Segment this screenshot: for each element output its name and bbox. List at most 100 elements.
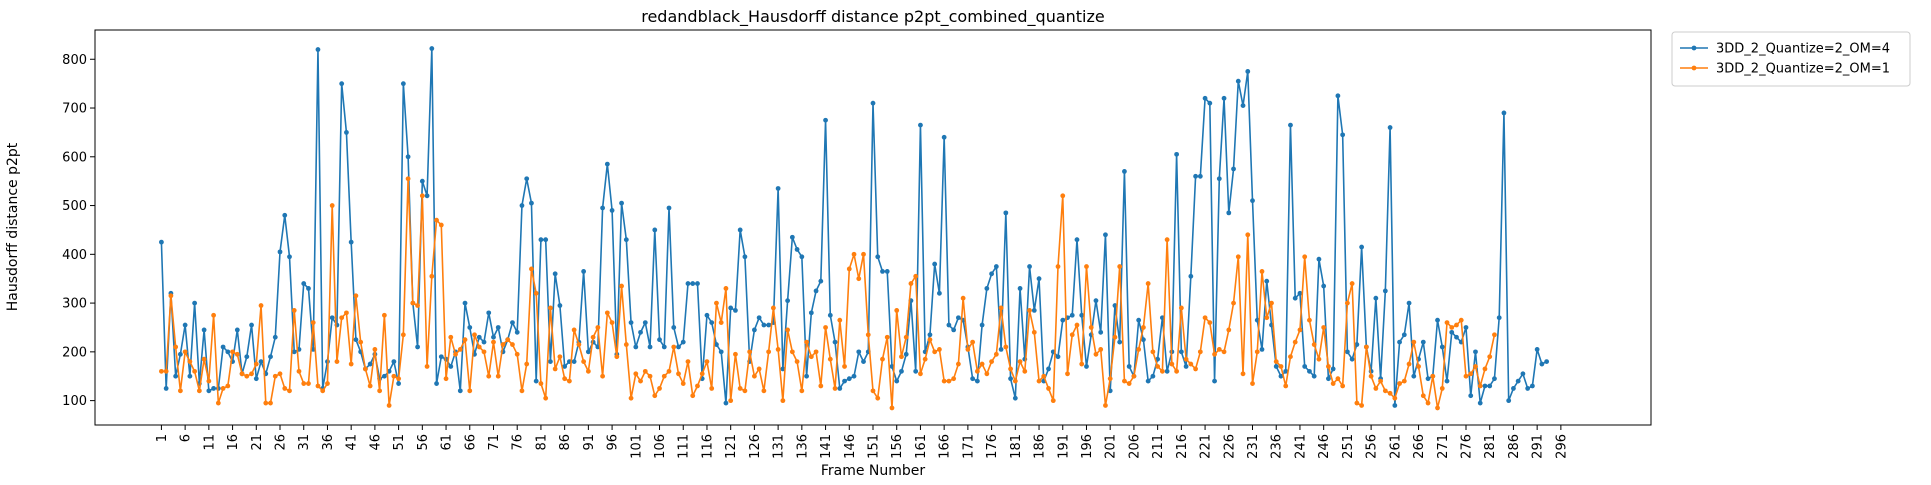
data-point: [737, 386, 743, 391]
data-point: [201, 356, 207, 362]
data-point: [320, 388, 326, 394]
data-point: [1326, 376, 1331, 382]
data-point: [1458, 317, 1464, 323]
data-point: [1378, 378, 1383, 384]
data-point: [1520, 371, 1526, 377]
data-point: [1492, 376, 1497, 382]
data-point: [543, 237, 549, 243]
data-point: [657, 386, 662, 391]
data-point: [642, 320, 648, 325]
data-point: [718, 349, 724, 355]
data-point: [974, 368, 980, 374]
data-point: [192, 368, 198, 374]
data-point: [832, 339, 838, 345]
data-point: [1131, 373, 1137, 379]
data-point: [633, 344, 639, 350]
y-tick-label: 300: [62, 297, 87, 312]
data-point: [1069, 312, 1075, 318]
data-point: [1093, 298, 1099, 304]
data-point: [548, 359, 553, 364]
data-point: [1017, 359, 1023, 364]
data-point: [1259, 268, 1265, 274]
data-point: [448, 364, 454, 369]
x-tick-label: 291: [1531, 434, 1546, 459]
data-point: [377, 388, 383, 394]
x-tick-label: 116: [700, 434, 715, 459]
data-point: [1264, 278, 1270, 284]
data-point: [1326, 364, 1331, 369]
data-point: [268, 400, 273, 406]
data-point: [1231, 166, 1236, 172]
data-point: [846, 266, 852, 272]
data-point: [1027, 264, 1032, 269]
data-point: [1273, 359, 1279, 364]
x-tick-label: 236: [1270, 434, 1285, 459]
data-point: [381, 312, 387, 318]
data-point: [1183, 364, 1189, 369]
data-point: [761, 388, 767, 394]
data-point: [951, 376, 957, 382]
data-point: [1506, 398, 1512, 404]
data-point: [1283, 368, 1289, 374]
data-point: [211, 386, 217, 391]
data-point: [163, 368, 169, 374]
data-point: [225, 349, 231, 355]
data-point: [1164, 237, 1170, 243]
data-point: [932, 349, 938, 355]
data-point: [538, 381, 544, 386]
data-point: [1269, 300, 1274, 306]
data-point: [970, 339, 976, 345]
data-point: [1449, 329, 1455, 335]
data-point: [400, 81, 406, 87]
data-point: [837, 386, 843, 391]
data-point: [1122, 169, 1127, 174]
plot-area: [159, 46, 1550, 411]
data-point: [1183, 356, 1189, 362]
data-point: [1207, 100, 1213, 106]
data-point: [1117, 339, 1123, 345]
data-point: [638, 329, 643, 335]
x-tick-label: 16: [226, 434, 241, 451]
data-point: [1382, 388, 1388, 394]
y-tick-label: 100: [62, 394, 87, 409]
data-point: [306, 381, 311, 386]
data-point: [733, 308, 738, 313]
data-point: [600, 373, 605, 379]
data-point: [1340, 132, 1346, 138]
data-point: [1273, 364, 1279, 369]
data-point: [780, 398, 786, 404]
data-point: [899, 354, 904, 360]
data-point: [823, 325, 828, 330]
data-point: [1041, 373, 1047, 379]
x-tick-label: 26: [274, 434, 289, 451]
data-point: [780, 366, 786, 372]
data-point: [429, 46, 435, 51]
data-point: [1278, 364, 1284, 369]
legend-label: 3DD_2_Quantize=2_OM=4: [1716, 42, 1890, 57]
data-point: [543, 395, 549, 401]
x-tick-label: 96: [606, 434, 621, 451]
data-point: [1022, 368, 1028, 374]
data-point: [1473, 349, 1478, 355]
data-point: [1425, 400, 1431, 406]
data-point: [571, 327, 577, 333]
data-point: [1406, 361, 1412, 367]
x-tick-label: 246: [1317, 434, 1332, 459]
data-point: [808, 310, 814, 316]
data-point: [984, 371, 990, 377]
data-point: [391, 373, 397, 379]
data-point: [1103, 232, 1108, 238]
data-point: [514, 329, 520, 335]
data-point: [908, 281, 914, 286]
data-point: [1420, 339, 1426, 345]
x-tick-label: 61: [440, 434, 455, 451]
data-point: [695, 281, 700, 286]
data-point: [1112, 303, 1118, 308]
data-point: [168, 293, 174, 299]
data-point: [315, 47, 321, 52]
data-point: [277, 371, 283, 377]
data-point: [1525, 386, 1531, 391]
y-tick-label: 200: [62, 345, 87, 360]
data-point: [576, 342, 582, 347]
data-point: [770, 305, 776, 311]
